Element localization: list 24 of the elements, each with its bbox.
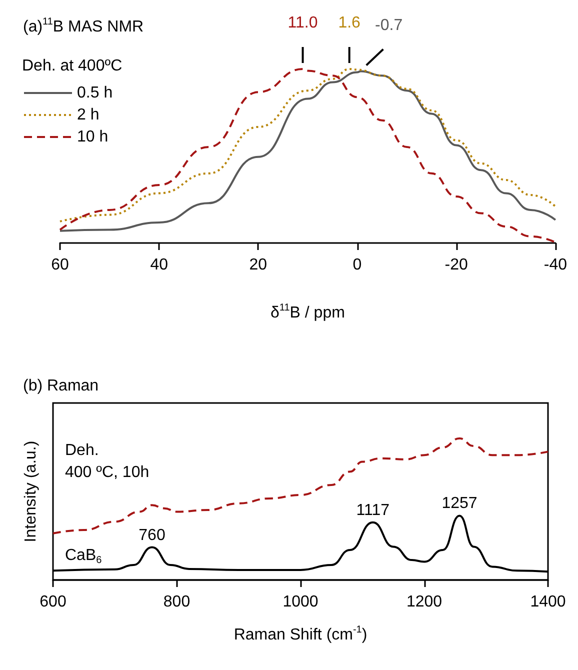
x-tick-label: 600 bbox=[40, 594, 66, 610]
x-tick-label: 40 bbox=[150, 256, 168, 274]
chart-title: (b) Raman bbox=[23, 378, 99, 394]
annotation: 1.6 bbox=[338, 14, 361, 32]
legend-title: Deh. at 400ºC bbox=[22, 58, 122, 74]
legend-label: 0.5 h bbox=[77, 84, 113, 102]
x-tick-label: 800 bbox=[163, 594, 190, 610]
annotation: 1117 bbox=[356, 502, 390, 519]
annotation: 760 bbox=[138, 526, 166, 544]
x-tick-label: 0 bbox=[352, 256, 362, 274]
x-tick-label: 1200 bbox=[406, 594, 442, 610]
x-tick-label: -40 bbox=[544, 256, 568, 274]
x-tick-label: 60 bbox=[51, 256, 69, 274]
x-tick-label: -20 bbox=[444, 256, 468, 274]
x-tick-label: 1400 bbox=[530, 594, 566, 610]
legend-label: 10 h bbox=[77, 128, 108, 146]
annotation: 11.0 bbox=[288, 14, 318, 32]
y-axis-title: Intensity (a.u.) bbox=[22, 440, 40, 542]
x-tick-label: 1000 bbox=[282, 594, 318, 610]
annotation: 1257 bbox=[442, 495, 478, 512]
x-tick-label: 20 bbox=[249, 256, 268, 274]
series-label: Deh. 400 ºC, 10h bbox=[65, 442, 150, 481]
legend-label: 2 h bbox=[77, 106, 100, 124]
annotation: -0.7 bbox=[375, 16, 403, 34]
